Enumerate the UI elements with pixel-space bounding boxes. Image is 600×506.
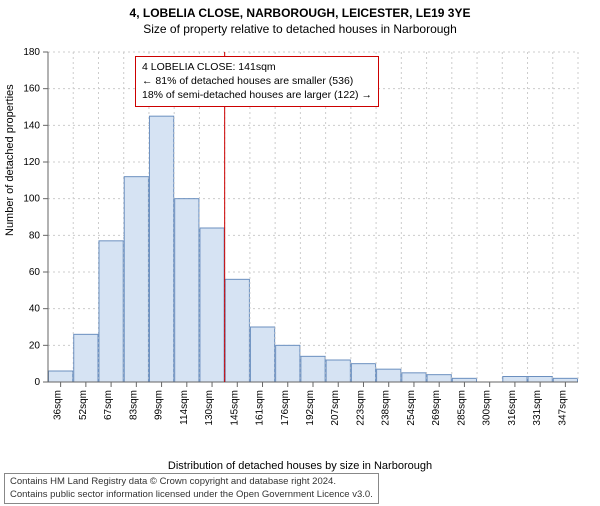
svg-text:52sqm: 52sqm (78, 390, 89, 420)
svg-text:83sqm: 83sqm (128, 390, 139, 420)
annotation-box: 4 LOBELIA CLOSE: 141sqm ← 81% of detache… (135, 56, 379, 107)
svg-text:347sqm: 347sqm (557, 390, 568, 426)
svg-text:20: 20 (29, 340, 41, 351)
svg-text:40: 40 (29, 304, 41, 315)
svg-text:192sqm: 192sqm (305, 390, 316, 426)
svg-text:238sqm: 238sqm (381, 390, 392, 426)
svg-text:331sqm: 331sqm (532, 390, 543, 426)
page-subtitle: Size of property relative to detached ho… (0, 22, 600, 36)
annotation-line: 4 LOBELIA CLOSE: 141sqm (142, 60, 372, 74)
svg-text:180: 180 (23, 47, 40, 58)
svg-text:269sqm: 269sqm (431, 390, 442, 426)
svg-text:0: 0 (34, 377, 40, 388)
annotation-line: 18% of semi-detached houses are larger (… (142, 88, 372, 102)
svg-text:145sqm: 145sqm (229, 390, 240, 426)
svg-text:176sqm: 176sqm (280, 390, 291, 426)
svg-text:285sqm: 285sqm (456, 390, 467, 426)
x-axis-label: Distribution of detached houses by size … (0, 460, 600, 472)
svg-text:161sqm: 161sqm (255, 390, 266, 426)
svg-text:36sqm: 36sqm (53, 390, 64, 420)
svg-text:223sqm: 223sqm (355, 390, 366, 426)
svg-text:254sqm: 254sqm (406, 390, 417, 426)
annotation-line: ← 81% of detached houses are smaller (53… (142, 74, 372, 88)
svg-text:120: 120 (23, 157, 40, 168)
svg-text:60: 60 (29, 267, 41, 278)
footer-credit: Contains HM Land Registry data © Crown c… (4, 473, 379, 504)
svg-text:207sqm: 207sqm (330, 390, 341, 426)
histogram-svg: 02040608010012014016018036sqm52sqm67sqm8… (48, 52, 578, 422)
page-title: 4, LOBELIA CLOSE, NARBOROUGH, LEICESTER,… (0, 6, 600, 20)
footer-line: Contains public sector information licen… (10, 489, 373, 501)
svg-text:130sqm: 130sqm (204, 390, 215, 426)
svg-text:316sqm: 316sqm (507, 390, 518, 426)
svg-text:99sqm: 99sqm (154, 390, 165, 420)
svg-text:114sqm: 114sqm (179, 390, 190, 425)
svg-text:80: 80 (29, 230, 41, 241)
svg-text:160: 160 (23, 84, 40, 95)
footer-line: Contains HM Land Registry data © Crown c… (10, 476, 373, 488)
svg-text:100: 100 (23, 194, 40, 205)
svg-text:300sqm: 300sqm (482, 390, 493, 426)
svg-text:140: 140 (23, 120, 40, 131)
chart-area: 02040608010012014016018036sqm52sqm67sqm8… (48, 52, 578, 422)
y-axis-label: Number of detached properties (4, 84, 16, 236)
svg-text:67sqm: 67sqm (103, 390, 114, 420)
